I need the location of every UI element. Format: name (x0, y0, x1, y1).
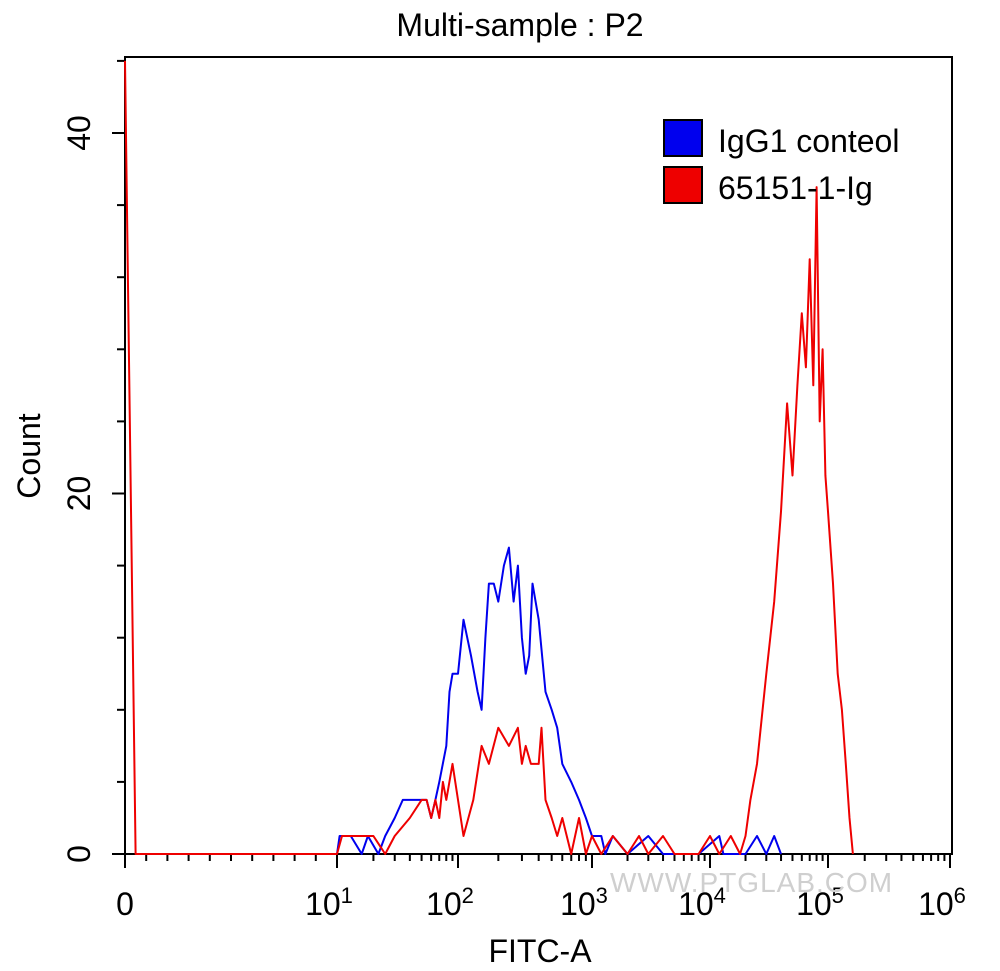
x-axis: 0 101 102 103 104 105 106 (116, 854, 966, 922)
chart-title: Multi-sample : P2 (396, 7, 643, 43)
legend-label-igg1-control: IgG1 conteol (718, 123, 899, 159)
series-line-65151-1-ig (124, 60, 854, 855)
series-line-igg1-control (336, 546, 782, 855)
x-tick-label: 0 (116, 886, 134, 922)
x-tick-label: 103 (560, 883, 608, 922)
y-axis-label: Count (11, 413, 47, 499)
legend-swatch-65151-1-ig (663, 166, 703, 204)
legend: IgG1 conteol 65151-1-Ig (663, 119, 899, 206)
x-tick-label: 104 (678, 883, 726, 922)
y-tick-label: 40 (61, 115, 97, 151)
x-axis-label: FITC-A (488, 933, 592, 969)
y-axis: 0 20 40 (61, 59, 125, 863)
x-tick-label: 105 (796, 883, 844, 922)
y-tick-label: 0 (61, 845, 97, 863)
legend-swatch-igg1-control (663, 119, 703, 157)
x-tick-label: 101 (305, 883, 353, 922)
y-tick-label: 20 (61, 476, 97, 512)
series-layer (124, 60, 854, 855)
watermark: WWW.PTGLAB.COM (610, 867, 893, 898)
x-tick-label: 102 (426, 883, 474, 922)
x-tick-label: 106 (918, 883, 966, 922)
legend-label-65151-1-ig: 65151-1-Ig (718, 170, 873, 206)
